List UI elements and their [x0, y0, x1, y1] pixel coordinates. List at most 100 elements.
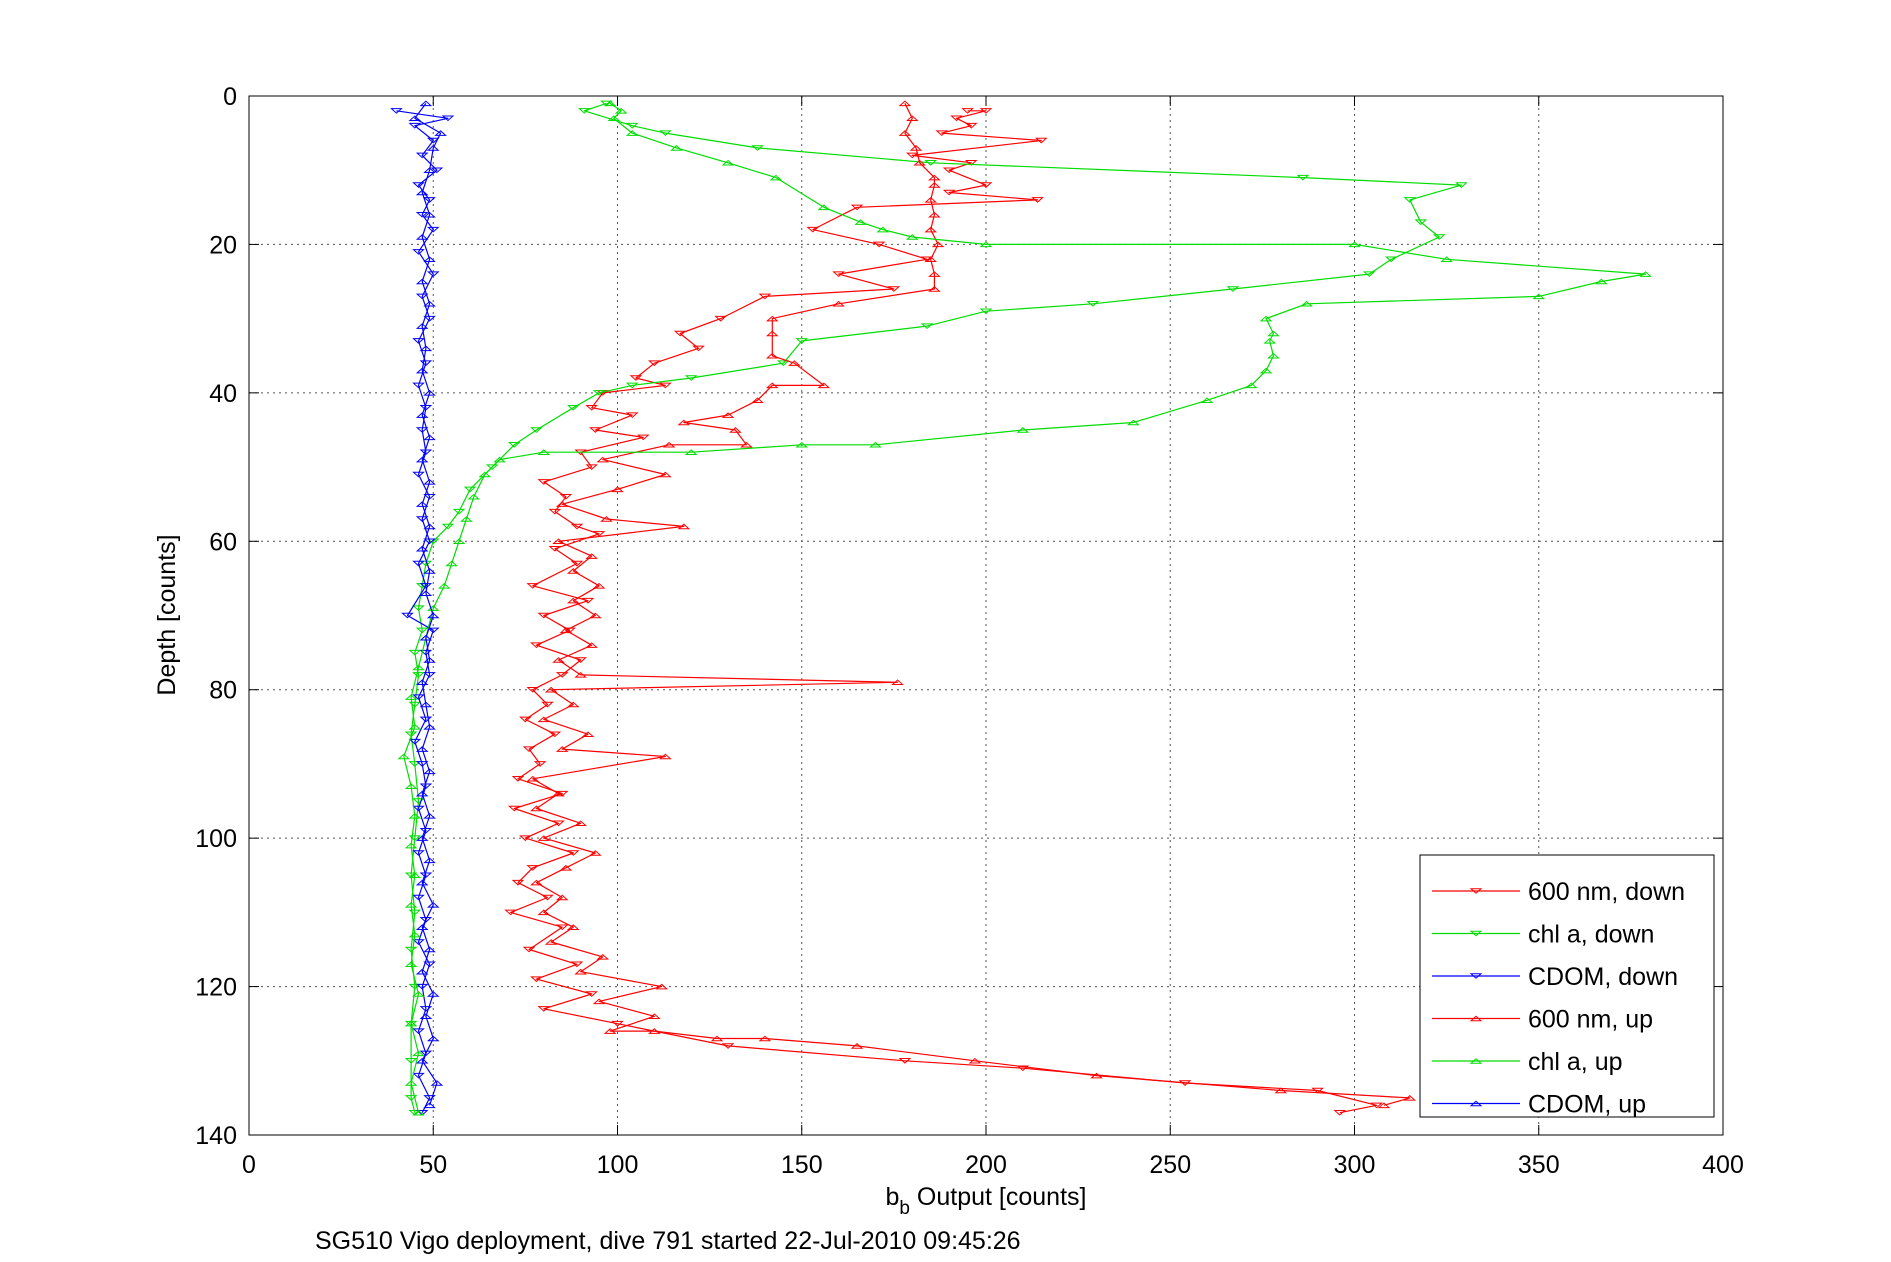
data-point: [555, 894, 569, 901]
data-point: [519, 716, 532, 723]
data-point: [659, 753, 672, 760]
data-point: [426, 991, 440, 997]
data-point: [684, 375, 698, 381]
data-point: [765, 315, 779, 322]
data-point: [404, 842, 418, 849]
data-point: [964, 122, 978, 129]
data-point: [1034, 137, 1048, 144]
y-tick-label: 80: [209, 677, 237, 705]
data-point: [555, 790, 569, 797]
x-axis-label-main: b: [886, 1183, 900, 1211]
legend-swatch-marker: [1469, 1015, 1483, 1022]
data-point: [423, 434, 436, 441]
data-point: [1403, 197, 1417, 203]
data-point: [1016, 427, 1030, 433]
data-point: [684, 449, 698, 455]
data-point: [677, 419, 691, 426]
data-point: [423, 523, 436, 530]
data-point: [648, 1028, 661, 1034]
data-point: [544, 939, 558, 945]
data-point: [574, 671, 587, 678]
x-tick-label: 150: [781, 1151, 823, 1179]
data-point: [585, 991, 599, 997]
data-point: [415, 516, 429, 522]
data-point: [412, 382, 425, 389]
data-point: [404, 961, 418, 968]
data-point: [537, 612, 551, 619]
x-axis-label: bb Output [counts]: [886, 1183, 1087, 1219]
data-point: [537, 449, 551, 455]
data-point: [1432, 234, 1446, 240]
data-point: [765, 352, 779, 359]
data-point: [596, 953, 610, 960]
data-point: [404, 872, 418, 879]
y-tick-label: 0: [223, 83, 237, 111]
data-point: [412, 560, 425, 567]
data-point: [1031, 197, 1044, 203]
data-point: [415, 278, 429, 285]
data-point: [655, 983, 669, 990]
data-point: [566, 597, 580, 604]
legend-entry: 600 nm, up: [1432, 1006, 1653, 1034]
data-point: [415, 968, 429, 975]
data-point: [423, 657, 436, 663]
data-point: [412, 894, 425, 901]
data-point: [415, 679, 429, 686]
data-point: [1377, 1102, 1391, 1109]
data-point: [412, 471, 425, 478]
data-point: [673, 330, 687, 337]
data-point: [905, 234, 919, 240]
data-point: [408, 115, 422, 122]
data-point: [423, 672, 436, 678]
series-line: [403, 102, 1647, 1113]
data-point: [777, 360, 790, 367]
data-point: [412, 1050, 425, 1057]
data-point: [600, 100, 613, 107]
data-point: [426, 612, 440, 619]
data-point: [1226, 286, 1240, 292]
data-point: [441, 115, 455, 122]
data-point: [559, 864, 573, 871]
data-point: [931, 241, 945, 248]
data-point: [570, 961, 584, 968]
data-point: [412, 805, 425, 812]
data-point: [412, 991, 425, 997]
data-point: [423, 389, 436, 396]
data-point: [1259, 367, 1273, 374]
data-point: [872, 241, 886, 248]
data-point: [979, 308, 993, 315]
data-point: [508, 442, 521, 448]
data-point: [463, 486, 477, 493]
y-tick-label: 120: [195, 974, 237, 1002]
data-point: [504, 909, 517, 916]
data-point: [891, 679, 904, 686]
data-point: [544, 686, 558, 693]
data-point: [1263, 337, 1277, 344]
data-point: [415, 983, 429, 990]
data-point: [415, 367, 429, 374]
data-point: [574, 968, 587, 975]
data-point: [1016, 1065, 1030, 1072]
data-point: [415, 761, 429, 767]
data-point: [721, 1043, 735, 1049]
data-point: [979, 108, 993, 114]
data-point: [592, 998, 606, 1005]
data-point: [537, 835, 551, 841]
data-point: [788, 360, 801, 366]
data-point: [412, 1109, 425, 1116]
data-point: [905, 152, 919, 159]
data-point: [979, 241, 993, 248]
data-point: [423, 1102, 436, 1109]
data-point: [408, 649, 422, 656]
data-point: [419, 634, 433, 641]
data-point: [404, 1080, 418, 1086]
data-point: [423, 768, 436, 775]
data-point: [566, 924, 580, 930]
data-point: [740, 441, 753, 448]
data-point: [404, 694, 418, 700]
series-group-0: [504, 108, 1383, 1116]
data-point: [920, 256, 934, 263]
data-point: [408, 812, 422, 819]
data-point: [526, 583, 540, 589]
data-point: [485, 464, 499, 470]
